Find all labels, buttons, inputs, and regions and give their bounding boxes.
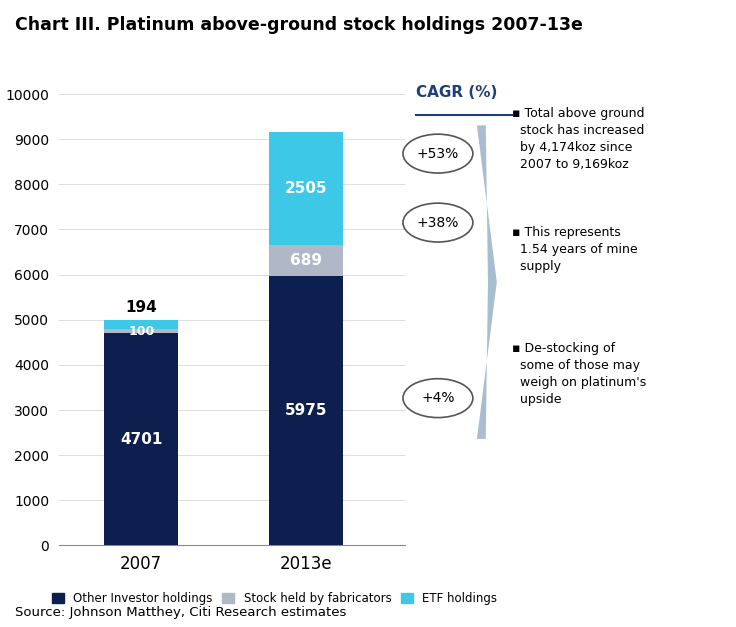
Text: ▪ This represents
  1.54 years of mine
  supply: ▪ This represents 1.54 years of mine sup… xyxy=(512,226,637,273)
Bar xyxy=(269,245,343,276)
Text: 5975: 5975 xyxy=(285,403,328,418)
Bar xyxy=(269,276,343,545)
Legend: Other Investor holdings, Stock held by fabricators, ETF holdings: Other Investor holdings, Stock held by f… xyxy=(48,587,502,609)
Text: 194: 194 xyxy=(125,300,157,315)
Bar xyxy=(105,329,178,334)
Text: 4701: 4701 xyxy=(120,432,163,447)
Text: Chart III. Platinum above-ground stock holdings 2007-13e: Chart III. Platinum above-ground stock h… xyxy=(15,16,583,34)
Bar xyxy=(269,132,343,245)
Text: +4%: +4% xyxy=(421,391,455,405)
Text: Source: Johnson Matthey, Citi Research estimates: Source: Johnson Matthey, Citi Research e… xyxy=(15,606,346,619)
Text: ▪ Total above ground
  stock has increased
  by 4,174koz since
  2007 to 9,169ko: ▪ Total above ground stock has increased… xyxy=(512,107,644,171)
Text: +38%: +38% xyxy=(417,216,459,229)
Text: 689: 689 xyxy=(290,253,322,268)
Text: +53%: +53% xyxy=(417,147,459,161)
Bar xyxy=(105,320,178,329)
Text: 2505: 2505 xyxy=(285,181,328,196)
Text: ▪ De-stocking of
  some of those may
  weigh on platinum's
  upside: ▪ De-stocking of some of those may weigh… xyxy=(512,342,645,406)
Text: 100: 100 xyxy=(128,325,155,337)
Text: CAGR (%): CAGR (%) xyxy=(416,85,498,100)
Bar xyxy=(105,334,178,545)
